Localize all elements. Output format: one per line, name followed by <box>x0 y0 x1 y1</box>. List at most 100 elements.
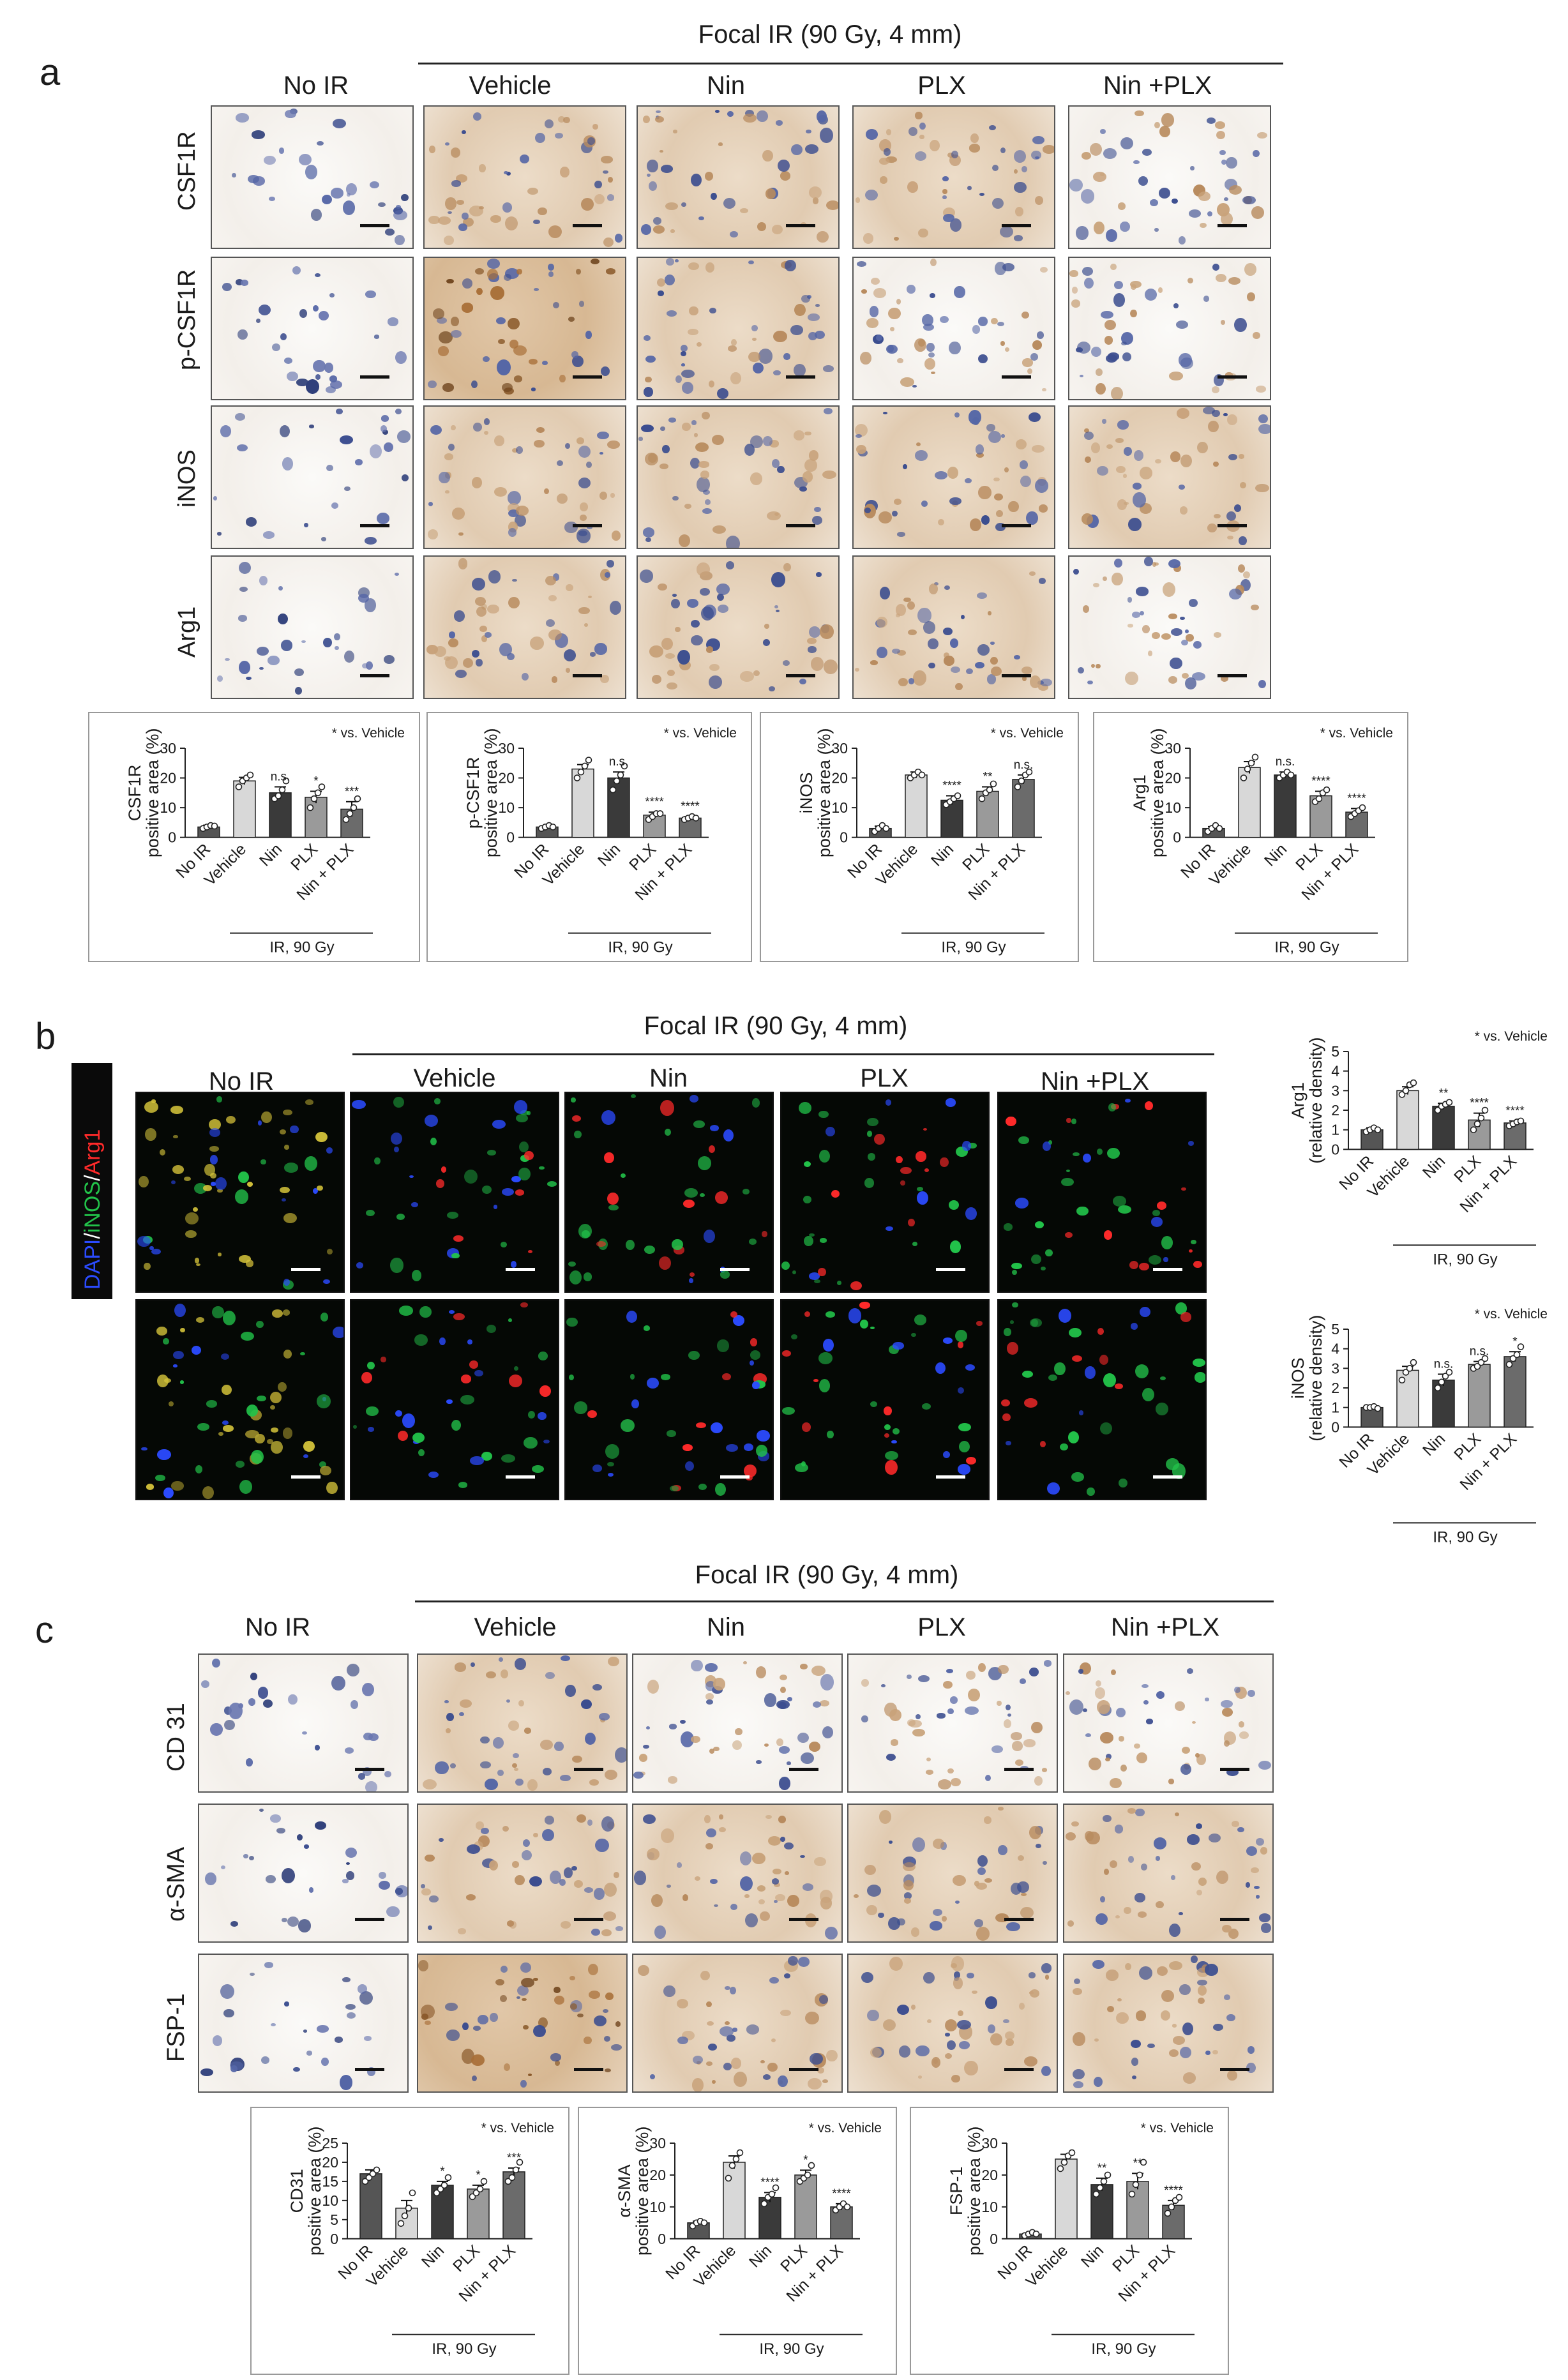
cell-nucleus <box>1233 504 1241 513</box>
cell-nucleus <box>484 1779 498 1790</box>
cell-nucleus <box>804 431 811 436</box>
cell-nucleus <box>799 486 807 492</box>
cell-nucleus <box>1099 1895 1106 1902</box>
cell-nucleus <box>804 1311 810 1318</box>
cell-nucleus <box>883 2019 896 2031</box>
cell-nucleus <box>988 431 1002 444</box>
cell-nucleus <box>310 209 322 221</box>
cell-nucleus <box>663 1985 675 1998</box>
cell-nucleus <box>782 1350 791 1357</box>
cell-nucleus <box>471 577 486 591</box>
cell-nucleus <box>856 445 866 455</box>
cell-nucleus <box>454 610 465 622</box>
cell-nucleus <box>278 586 283 591</box>
significance-label: * <box>803 2153 808 2167</box>
cell-nucleus <box>813 1701 822 1708</box>
cell-nucleus <box>608 177 614 183</box>
scale-bar <box>360 674 389 677</box>
cell-nucleus <box>1177 408 1190 419</box>
cell-nucleus <box>1227 2070 1237 2081</box>
cell-nucleus <box>951 667 961 674</box>
group-label: IR, 90 Gy <box>608 939 672 956</box>
cell-nucleus <box>500 1669 508 1679</box>
cell-nucleus <box>1018 2003 1025 2010</box>
cell-nucleus <box>820 1238 827 1243</box>
cell-nucleus <box>1071 1821 1079 1826</box>
cell-nucleus <box>1247 292 1255 301</box>
cell-nucleus <box>748 1239 757 1246</box>
y-tick-label: 5 <box>330 2211 338 2228</box>
cell-nucleus <box>1096 664 1101 669</box>
cell-nucleus <box>445 197 457 211</box>
cell-nucleus <box>739 207 748 213</box>
cell-nucleus <box>813 1379 818 1382</box>
cell-nucleus <box>490 286 504 301</box>
cell-nucleus <box>451 425 456 431</box>
data-point <box>1374 1126 1382 1133</box>
data-point <box>508 2174 516 2181</box>
cell-nucleus <box>892 510 898 517</box>
col-label-c-nin-plx: Nin +PLX <box>1110 1613 1220 1641</box>
cell-nucleus <box>411 1202 418 1208</box>
cell-nucleus <box>445 142 450 146</box>
cell-nucleus <box>697 476 710 492</box>
cell-nucleus <box>977 1867 986 1875</box>
cell-nucleus <box>1169 1961 1183 1971</box>
bar-nin <box>1432 1106 1455 1150</box>
cell-nucleus <box>1065 1231 1073 1239</box>
cell-nucleus <box>1071 287 1078 294</box>
cell-nucleus <box>1010 1731 1023 1740</box>
cell-nucleus <box>462 130 466 135</box>
cell-nucleus <box>421 2014 429 2020</box>
cell-nucleus <box>704 1663 718 1672</box>
data-point <box>1168 2203 1175 2211</box>
cell-nucleus <box>470 1456 484 1465</box>
cell-nucleus <box>267 656 280 665</box>
cell-nucleus <box>1095 1687 1105 1699</box>
cell-nucleus <box>730 2058 742 2070</box>
y-tick-label: 30 <box>831 740 848 757</box>
cell-nucleus <box>928 584 938 594</box>
cell-nucleus <box>488 1860 498 1871</box>
data-point <box>954 792 961 799</box>
cell-nucleus <box>1020 1907 1034 1918</box>
cell-nucleus <box>964 2061 978 2076</box>
data-point <box>1323 786 1331 794</box>
cell-nucleus <box>1144 557 1153 566</box>
cell-nucleus <box>576 529 591 543</box>
cell-nucleus <box>912 385 917 388</box>
cell-nucleus <box>533 288 539 292</box>
scale-bar <box>574 1768 603 1771</box>
cell-nucleus <box>718 1827 726 1833</box>
cell-nucleus <box>1030 675 1041 688</box>
cell-nucleus <box>172 1165 185 1174</box>
cell-nucleus <box>471 1662 476 1668</box>
cell-nucleus <box>283 1350 292 1359</box>
data-point <box>1445 1099 1453 1106</box>
cell-nucleus <box>615 2021 621 2028</box>
cell-nucleus <box>702 508 712 515</box>
cell-nucleus <box>173 1364 178 1367</box>
cell-nucleus <box>672 1239 683 1250</box>
cell-nucleus <box>762 1230 767 1237</box>
cell-nucleus <box>957 1464 971 1475</box>
cell-nucleus <box>647 1680 660 1694</box>
cell-nucleus <box>446 1713 455 1722</box>
chart-box-arg1: * vs. Vehicle 0 10 20 30 Arg1 positive area (%… <box>1093 712 1408 962</box>
cell-nucleus <box>278 613 289 625</box>
cell-nucleus <box>863 233 874 245</box>
cell-nucleus <box>462 564 466 568</box>
cell-nucleus <box>1133 160 1140 165</box>
cell-nucleus <box>984 1878 993 1883</box>
cell-nucleus <box>1147 2043 1155 2048</box>
cell-nucleus <box>929 1921 942 1931</box>
y-axis-label: (relative density) <box>1306 1315 1325 1442</box>
fluorescence-b-r1-c3 <box>564 1092 774 1293</box>
cell-nucleus <box>471 2054 485 2067</box>
cell-nucleus <box>695 442 709 452</box>
cell-nucleus <box>1132 483 1142 490</box>
panel-letter-a: a <box>40 52 61 93</box>
cell-nucleus <box>1220 320 1225 325</box>
cell-nucleus <box>238 660 251 674</box>
cell-nucleus <box>494 486 507 497</box>
